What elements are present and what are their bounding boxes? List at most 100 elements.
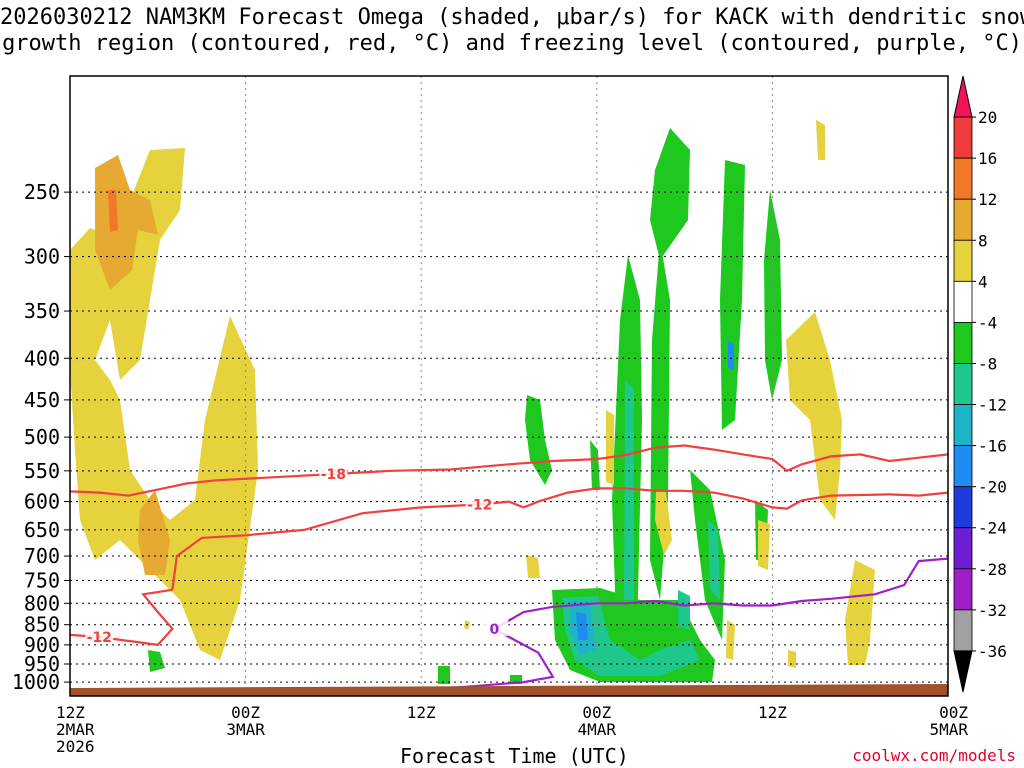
omega-region: [108, 190, 118, 232]
credit-text: coolwx.com/models: [852, 746, 1016, 765]
y-tick-label: 950: [24, 652, 60, 676]
colorbar-label: 8: [978, 231, 988, 250]
x-tick-label: 12Z: [407, 703, 436, 722]
colorbar-label: -20: [978, 478, 1007, 497]
colorbar-label: -36: [978, 642, 1007, 661]
x-tick-label: 00Z: [939, 703, 968, 722]
omega-region: [758, 520, 770, 570]
contour-label: -12: [87, 630, 112, 646]
omega-region: [590, 440, 600, 490]
colorbar-swatch: [953, 280, 973, 323]
colorbar-swatch: [953, 404, 973, 446]
colorbar: 20 16 12 8 4 -4 -8 -12 -16 -20 -24 -28 -32 -36: [953, 75, 1007, 693]
colorbar-swatch: [953, 445, 973, 488]
colorbar-label: 12: [978, 190, 997, 209]
colorbar-swatch: [953, 239, 973, 282]
chart-title-line2: growth region (contoured, red, °C) and f…: [2, 31, 1022, 56]
colorbar-swatch: [953, 568, 973, 611]
x-tick-label: 00Z: [231, 703, 260, 722]
x-tick-label: 2MAR: [56, 720, 95, 739]
omega-region: [655, 490, 672, 555]
y-tick-label: 450: [24, 388, 60, 412]
contour-label-bg: [85, 627, 114, 644]
y-tick-label: 350: [24, 299, 60, 323]
y-tick-label: 650: [24, 518, 60, 542]
omega-region: [764, 190, 782, 400]
y-tick-label: 850: [24, 613, 60, 637]
contour-line: [171, 487, 948, 590]
colorbar-label: -8: [978, 354, 997, 373]
contour-line: [384, 557, 948, 696]
contour-label: -18: [321, 467, 346, 483]
x-tick-label: 3MAR: [226, 720, 265, 739]
colorbar-swatch: [953, 363, 973, 405]
colorbar-label: -24: [978, 519, 1007, 538]
contour-label-bg: [465, 495, 494, 512]
y-tick-label: 400: [24, 346, 60, 370]
omega-region: [720, 160, 745, 430]
contour-line: [70, 444, 948, 497]
colorbar-swatch: [953, 157, 973, 200]
omega-region: [816, 120, 825, 160]
colorbar-cap-bottom: [953, 650, 973, 693]
omega-region: [70, 316, 258, 660]
colorbar-label: -12: [978, 396, 1007, 415]
y-tick-label: 1000: [12, 670, 60, 694]
x-tick-label: 5MAR: [929, 720, 968, 739]
colorbar-label: 20: [978, 108, 997, 127]
colorbar-label: 16: [978, 149, 997, 168]
y-tick-label: 700: [24, 544, 60, 568]
colorbar-label: 4: [978, 272, 988, 291]
omega-region: [788, 650, 796, 668]
omega-region: [650, 128, 690, 260]
colorbar-label: -4: [978, 313, 997, 332]
y-tick-label: 550: [24, 459, 60, 483]
contour-label: 0: [489, 622, 499, 638]
y-tick-label: 750: [24, 568, 60, 592]
colorbar-label: -32: [978, 601, 1007, 620]
omega-region: [148, 650, 165, 672]
omega-region: [576, 612, 588, 640]
omega-region: [624, 380, 634, 600]
omega-region: [525, 395, 552, 485]
x-tick-label: 00Z: [582, 703, 611, 722]
y-tick-label: 800: [24, 591, 60, 615]
colorbar-swatch: [953, 321, 973, 364]
chart-title-line1: 2026030212 NAM3KM Forecast Omega (shaded…: [0, 5, 1024, 30]
omega-shading: [70, 120, 875, 684]
x-tick-label: 4MAR: [578, 720, 617, 739]
omega-region: [786, 312, 842, 520]
x-tick-label: 12Z: [56, 703, 85, 722]
omega-region: [845, 560, 875, 665]
omega-region: [95, 155, 158, 290]
colorbar-label: -28: [978, 560, 1007, 579]
contour-label: -12: [467, 498, 492, 514]
colorbar-label: -16: [978, 437, 1007, 456]
contour-label-bg: [480, 619, 509, 636]
omega-region: [708, 520, 720, 600]
colorbar-swatch: [953, 198, 973, 241]
omega-region: [138, 490, 170, 575]
x-tick-label: 2026: [56, 737, 95, 756]
omega-region: [606, 410, 614, 485]
colorbar-swatch: [953, 609, 973, 652]
colorbar-swatch: [953, 527, 973, 570]
x-axis-label: Forecast Time (UTC): [400, 744, 629, 768]
y-tick-label: 500: [24, 425, 60, 449]
omega-region: [678, 590, 690, 630]
omega-region: [690, 470, 725, 640]
terrain-strip: [70, 684, 948, 696]
y-tick-label: 250: [24, 180, 60, 204]
colorbar-swatch: [953, 486, 973, 529]
contour-label-bg: [319, 465, 348, 482]
plot-frame: [69, 75, 949, 697]
x-tick-label: 12Z: [758, 703, 787, 722]
omega-region: [728, 340, 734, 370]
omega-region: [526, 555, 540, 578]
omega-region: [726, 620, 735, 660]
omega-region: [438, 666, 450, 684]
y-tick-label: 300: [24, 245, 60, 269]
y-tick-label: 900: [24, 633, 60, 657]
